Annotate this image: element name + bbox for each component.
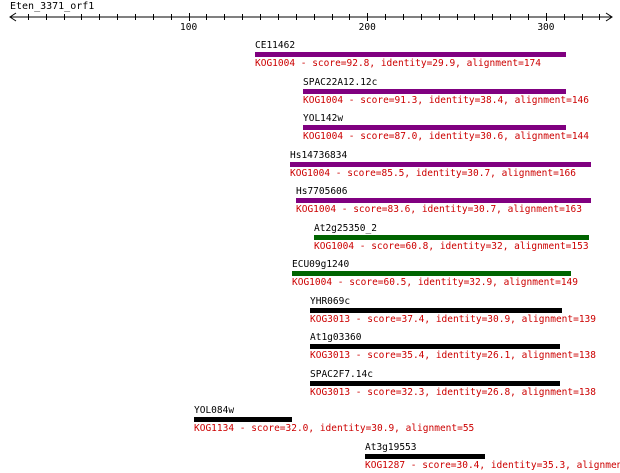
hit-bar xyxy=(296,198,591,203)
hit-name: SPAC22A12.12c xyxy=(303,76,378,88)
hit-name: At1g03360 xyxy=(310,332,362,343)
hit-bar xyxy=(310,344,560,349)
hit-bar xyxy=(310,380,560,386)
hit-bar xyxy=(365,453,485,459)
hit-bar xyxy=(194,417,292,422)
hit-bar xyxy=(303,88,566,94)
hit-name: At3g19553 xyxy=(365,441,417,453)
hit-name: Hs14736834 xyxy=(290,149,348,161)
hit-name: YHR069c xyxy=(310,295,351,307)
hit-description: KOG1134 - score=32.0, identity=30.9, ali… xyxy=(194,423,475,434)
hit-description: KOG1004 - score=87.0, identity=30.6, ali… xyxy=(303,131,589,142)
hit-name: Hs7705606 xyxy=(296,186,348,197)
hit-name: ECU09g1240 xyxy=(292,259,350,270)
hit-bar xyxy=(310,307,562,313)
axis-tick-label: 200 xyxy=(359,22,376,33)
hit-description: KOG1004 - score=60.5, identity=32.9, ali… xyxy=(292,277,578,288)
hit-bar xyxy=(255,52,566,57)
hit-bar xyxy=(292,271,571,276)
hit-name: YOL142w xyxy=(303,113,344,124)
query-title: Eten_3371_orf1 xyxy=(10,1,95,12)
hit-description: KOG3013 - score=35.4, identity=26.1, ali… xyxy=(310,350,596,361)
axis-right-arrow xyxy=(605,12,613,22)
axis-tick-label: 100 xyxy=(180,22,197,33)
hit-bar xyxy=(290,161,591,167)
hit-name: SPAC2F7.14c xyxy=(310,368,373,380)
hit-description: KOG1004 - score=83.6, identity=30.7, ali… xyxy=(296,204,582,215)
hit-description: KOG3013 - score=32.3, identity=26.8, ali… xyxy=(310,386,596,398)
axis-tick-label: 300 xyxy=(537,22,554,33)
hit-bar xyxy=(303,125,566,130)
hit-description: KOG1004 - score=60.8, identity=32, align… xyxy=(314,240,589,252)
hit-name: YOL084w xyxy=(194,405,235,416)
sequence-axis: 100 200 300 xyxy=(9,12,613,33)
hit-description: KOG1004 - score=85.5, identity=30.7, ali… xyxy=(290,167,576,179)
hit-bar xyxy=(314,234,589,240)
hit-description: KOG1004 - score=92.8, identity=29.9, ali… xyxy=(255,58,541,69)
hit-name: CE11462 xyxy=(255,40,296,51)
hit-name: At2g25350_2 xyxy=(314,222,377,234)
hit-description: KOG1287 - score=30.4, identity=35.3, ali… xyxy=(365,459,620,471)
hit-description: KOG3013 - score=37.4, identity=30.9, ali… xyxy=(310,313,596,325)
hit-description: KOG1004 - score=91.3, identity=38.4, ali… xyxy=(303,94,589,106)
axis-left-arrow xyxy=(9,12,17,22)
